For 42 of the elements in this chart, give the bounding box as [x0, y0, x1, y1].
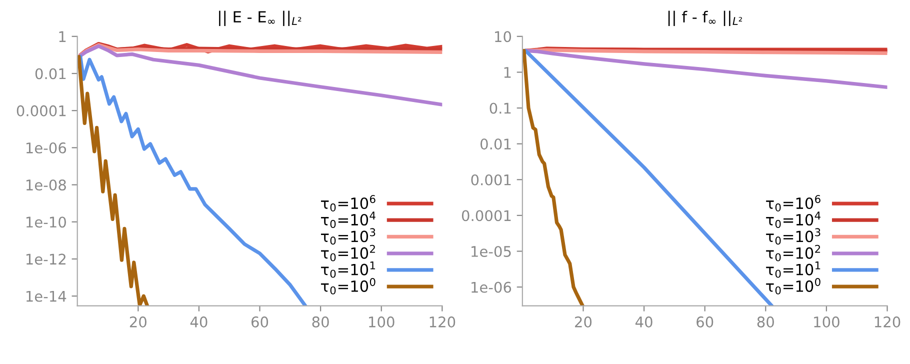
chart-title: || E - E$_{∞}$ ||$_{L²}$: [219, 10, 302, 26]
y-tick-label: 0.0001: [16, 105, 66, 116]
y-tick-label: 1: [59, 31, 66, 42]
x-tick-label: 40: [190, 316, 208, 328]
y-tick-label: 0.1: [490, 102, 511, 114]
y-tick-label: 1e-06: [26, 142, 66, 154]
x-tick-label: 20: [575, 316, 592, 328]
legend-label: τ$_{0}$=10$^{0}$: [321, 278, 376, 294]
legend-label: τ$_{0}$=10$^{6}$: [321, 195, 376, 212]
legend-label: τ$_{0}$=10$^{1}$: [766, 261, 820, 278]
y-tick-label: 1e-12: [26, 254, 66, 265]
legend-label: τ$_{0}$=10$^{1}$: [321, 261, 376, 278]
legend-label: τ$_{0}$=10$^{2}$: [766, 244, 820, 262]
y-tick-label: 1e-10: [26, 216, 66, 228]
legend-label: τ$_{0}$=10$^{4}$: [321, 212, 376, 228]
y-tick-label: 1e-05: [472, 246, 511, 257]
x-tick-label: 60: [252, 316, 268, 328]
legend-label: τ$_{0}$=10$^{3}$: [321, 228, 376, 245]
x-tick-label: 20: [130, 316, 146, 328]
x-tick-label: 80: [312, 316, 329, 328]
x-tick-label: 120: [874, 316, 900, 328]
x-tick-label: 100: [369, 316, 394, 328]
x-tick-label: 100: [814, 316, 840, 328]
chart-title: || f - f$_{∞}$ ||$_{L²}$: [668, 10, 742, 26]
x-tick-label: 80: [757, 316, 774, 328]
legend-label: τ$_{0}$=10$^{4}$: [766, 212, 820, 228]
legend-label: τ$_{0}$=10$^{2}$: [321, 244, 375, 262]
y-tick-label: 1: [504, 67, 511, 78]
y-tick-label: 1e-08: [26, 179, 66, 191]
legend-label: τ$_{0}$=10$^{3}$: [766, 228, 820, 245]
y-tick-label: 1e-14: [26, 290, 66, 302]
y-tick-label: 0.0001: [462, 210, 511, 222]
x-tick-label: 40: [635, 316, 652, 328]
y-tick-label: 10: [495, 31, 512, 42]
legend-label: τ$_{0}$=10$^{6}$: [766, 195, 820, 212]
y-tick-label: 0.001: [471, 174, 511, 186]
legend-label: τ$_{0}$=10$^{0}$: [766, 278, 820, 294]
y-tick-label: 1e-06: [472, 282, 512, 293]
y-tick-label: 0.01: [35, 68, 66, 80]
x-tick-label: 120: [430, 316, 456, 328]
y-tick-label: 0.01: [480, 138, 511, 150]
x-tick-label: 60: [696, 316, 714, 328]
